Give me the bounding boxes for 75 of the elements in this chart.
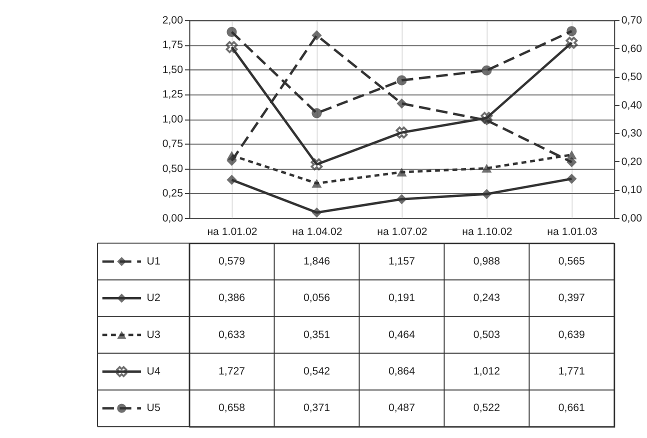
legend-label: U2 [146, 292, 160, 304]
legend-label: U3 [146, 328, 160, 341]
point [312, 30, 322, 40]
data-label: 1,157 [388, 255, 416, 268]
data-label: 0,371 [303, 402, 330, 414]
point [312, 178, 322, 188]
data-label: 0,658 [218, 402, 246, 414]
data-label: 0,579 [218, 255, 246, 268]
y2-tick-label: 0,50 [621, 71, 642, 84]
y-tick-label: 0,25 [162, 188, 184, 200]
data-label: 0,487 [388, 402, 416, 414]
point [566, 36, 578, 49]
data-label: 0,639 [558, 328, 586, 341]
y-tick-label: 1,75 [162, 39, 184, 52]
data-label: 0,633 [218, 328, 246, 341]
point [396, 75, 407, 86]
point [396, 168, 407, 177]
point [226, 41, 238, 54]
point [396, 194, 407, 204]
y2-tick-label: 0,40 [621, 99, 642, 112]
y-tick-label: 1,00 [162, 113, 184, 126]
data-label: 1,012 [473, 366, 500, 378]
legend-label: U1 [146, 255, 160, 268]
data-label: 1,846 [303, 255, 330, 268]
data-label: 0,191 [388, 292, 416, 304]
data-label: 0,565 [558, 255, 586, 268]
y-tick-label: 0,00 [162, 212, 184, 224]
y2-tick-label: 0,60 [621, 42, 642, 55]
point [566, 157, 577, 168]
y2-tick-label: 0,10 [621, 184, 642, 196]
y2-tick-label: 0,20 [621, 156, 642, 168]
y2-tick-label: 0,30 [621, 128, 642, 140]
point [396, 126, 408, 139]
y2-tick-label: 0,00 [621, 212, 642, 224]
data-label: 0,503 [473, 328, 500, 341]
y-tick-label: 0,50 [162, 162, 184, 175]
y-tick-label: 1,25 [162, 88, 184, 101]
data-label: 0,542 [303, 366, 330, 378]
point [480, 112, 493, 124]
x-tick-label: на 1.07.02 [377, 226, 428, 238]
point [226, 151, 237, 160]
x-tick-label: на 1.01.02 [207, 226, 258, 238]
point [566, 174, 577, 184]
point [310, 158, 323, 170]
data-label: 0,988 [473, 255, 500, 268]
point [312, 108, 322, 118]
data-label: 0,464 [388, 328, 416, 341]
point [482, 65, 492, 76]
data-label: 0,243 [473, 292, 500, 304]
point [566, 26, 577, 36]
x-tick-label: на 1.01.03 [547, 226, 598, 238]
legend-label: U5 [146, 402, 160, 414]
y-tick-label: 1,50 [162, 64, 184, 76]
data-label: 0,386 [218, 292, 246, 304]
point [482, 164, 492, 173]
x-tick-label: на 1.04.02 [292, 226, 342, 238]
legend-label: U4 [146, 366, 160, 378]
point [482, 188, 492, 200]
y-tick-label: 0,75 [162, 138, 184, 150]
point [312, 207, 322, 218]
data-label: 1,727 [218, 366, 246, 378]
x-tick-label: на 1.10.02 [462, 226, 512, 238]
data-label: 0,661 [558, 402, 586, 414]
point [396, 98, 407, 109]
point [566, 150, 577, 160]
data-label: 0,864 [388, 366, 416, 378]
data-label: 0,351 [303, 328, 330, 341]
y-tick-label: 2,00 [162, 14, 184, 26]
point [226, 26, 237, 38]
data-label: 0,056 [303, 292, 330, 304]
point [226, 174, 237, 185]
y2-tick-label: 0,70 [621, 14, 642, 26]
data-label: 1,771 [558, 366, 586, 378]
data-label: 0,397 [558, 292, 586, 304]
data-label: 0,522 [473, 402, 500, 414]
